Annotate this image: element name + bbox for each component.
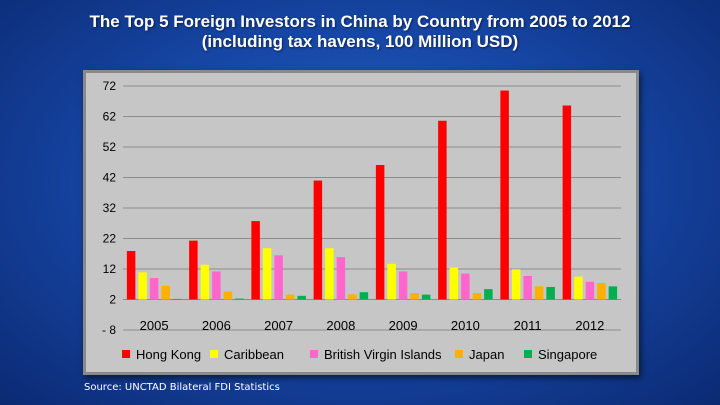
y-tick-label: 42 [103, 171, 117, 185]
bar [359, 292, 369, 300]
bar [348, 294, 357, 300]
legend-label: Caribbean [224, 346, 284, 362]
legend-item: Singapore [524, 345, 597, 363]
legend: Hong Kong Caribbean British Virgin Islands… [0, 345, 720, 363]
bar [189, 240, 198, 300]
bar [212, 271, 221, 300]
bar [161, 285, 170, 300]
bar [285, 294, 295, 300]
bar [461, 273, 470, 300]
bar [223, 291, 233, 300]
x-tick-label: 2006 [202, 318, 231, 333]
x-tick-label: 2008 [326, 318, 355, 333]
bar [274, 255, 283, 300]
y-tick-label: 2 [109, 293, 116, 307]
bar [149, 278, 159, 300]
bar [410, 293, 419, 300]
bar [387, 263, 396, 300]
x-tick-label: 2010 [451, 318, 480, 333]
bar [472, 293, 482, 300]
legend-swatch [310, 350, 318, 358]
legend-label: British Virgin Islands [324, 346, 442, 362]
y-tick-label: - 8 [102, 323, 116, 337]
bar [262, 248, 272, 300]
legend-label: Hong Kong [136, 346, 202, 362]
legend-swatch [524, 350, 532, 358]
bar [336, 257, 346, 300]
bar [200, 264, 210, 300]
bar [546, 286, 555, 300]
legend-label: Japan [469, 346, 505, 362]
x-tick-label: 2007 [264, 318, 293, 333]
bar [235, 298, 244, 300]
bar [313, 180, 323, 300]
y-tick-label: 62 [103, 110, 117, 124]
bar [421, 294, 431, 300]
legend-item: Hong Kong [122, 345, 201, 363]
y-tick-label: 22 [103, 232, 117, 246]
bar [484, 289, 493, 300]
bar [523, 276, 532, 300]
x-tick-label: 2009 [389, 318, 418, 333]
bar [597, 283, 606, 300]
bar [562, 105, 572, 300]
bar [325, 248, 334, 300]
title-line-2: (including tax havens, 100 Million USD) [201, 32, 519, 51]
legend-item: British Virgin Islands [310, 345, 442, 363]
bar [297, 295, 306, 300]
y-tick-label: 32 [103, 201, 117, 215]
bar [172, 298, 182, 300]
legend-item: Caribbean [210, 345, 284, 363]
bar [574, 276, 583, 300]
legend-swatch [455, 350, 463, 358]
y-tick-label: 52 [103, 140, 117, 154]
bar [251, 221, 260, 300]
bar-chart: 72 62 52 42 32 22 12 2 - 8 2005 2006 2007 2008 2009 20… [102, 79, 621, 337]
bar [138, 272, 147, 300]
bar [608, 286, 618, 300]
y-tick-label: 12 [103, 262, 117, 276]
x-tick-label: 2012 [575, 318, 604, 333]
x-tick-label: 2011 [514, 318, 542, 333]
bar [438, 120, 447, 300]
bar [126, 251, 136, 300]
bar [500, 90, 509, 300]
bar [534, 286, 544, 300]
bar [375, 164, 385, 300]
y-tick-label: 72 [103, 79, 117, 93]
bar [398, 271, 408, 300]
legend-swatch [210, 350, 218, 358]
chart-panel: 72 62 52 42 32 22 12 2 - 8 2005 2006 2007 2008 2009 20… [83, 70, 639, 375]
title-line-1: The Top 5 Foreign Investors in China by … [89, 12, 631, 31]
legend-label: Singapore [538, 346, 598, 362]
legend-swatch [122, 350, 130, 358]
legend-item: Japan [455, 345, 504, 363]
bar [449, 267, 459, 300]
bar [585, 281, 595, 300]
chart-title: The Top 5 Foreign Investors in China by … [0, 12, 720, 52]
x-tick-label: 2005 [140, 318, 169, 333]
bar [511, 269, 521, 300]
source-note: Source: UNCTAD Bilateral FDI Statistics [84, 382, 280, 393]
